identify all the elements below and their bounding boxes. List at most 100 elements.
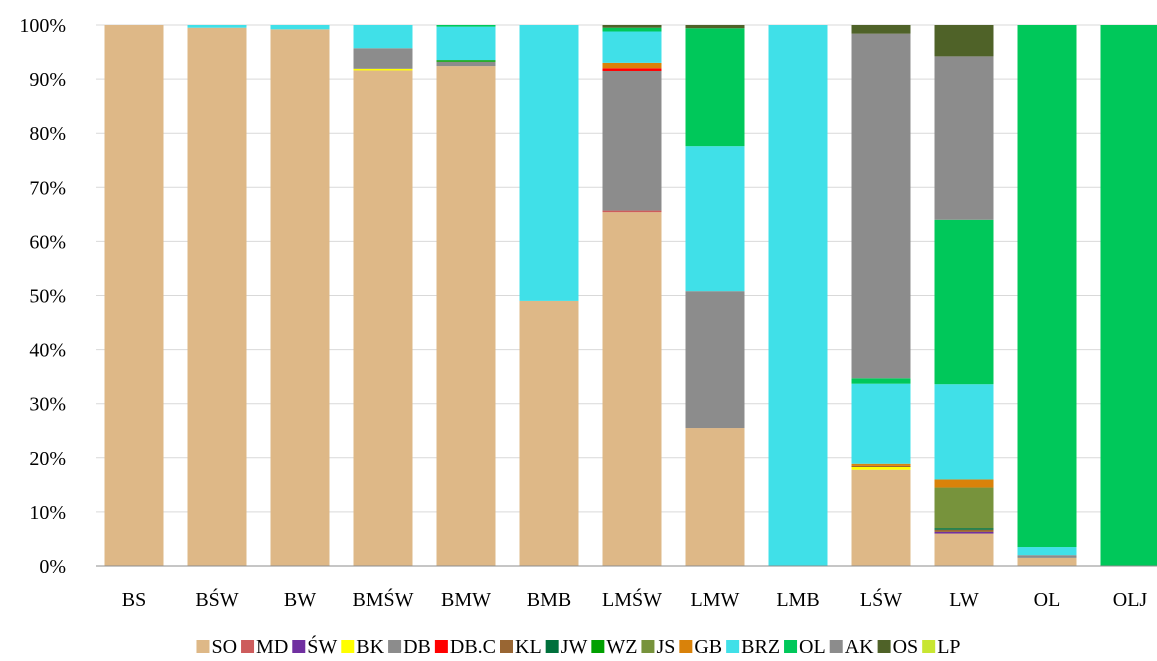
bar-segment bbox=[436, 61, 496, 67]
legend-swatch bbox=[500, 640, 513, 653]
bar-segment bbox=[851, 465, 911, 467]
legend-label: ŚW bbox=[307, 634, 337, 658]
legend-label: LP bbox=[937, 636, 960, 658]
bar-segment bbox=[934, 219, 994, 385]
bar-segment bbox=[187, 27, 247, 566]
bar-segment bbox=[436, 25, 496, 27]
bar-segment bbox=[436, 66, 496, 566]
legend-swatch bbox=[545, 640, 559, 653]
legend-item: WZ bbox=[591, 636, 637, 658]
x-tick-label: BMB bbox=[527, 589, 571, 611]
bar-segment bbox=[353, 25, 413, 49]
bar-segment bbox=[851, 383, 911, 464]
legend-label: DB bbox=[403, 636, 431, 658]
legend-item: OL bbox=[784, 636, 826, 658]
bar-segment bbox=[851, 469, 911, 566]
legend-item: AK bbox=[829, 636, 874, 658]
legend-label: JS bbox=[656, 636, 675, 658]
y-tick-label: 90% bbox=[29, 69, 66, 91]
bar-segment bbox=[851, 466, 911, 470]
y-tick-label: 70% bbox=[29, 177, 66, 199]
bar-segment bbox=[602, 27, 662, 32]
x-tick-label: LMW bbox=[691, 589, 740, 611]
bar-segment bbox=[934, 25, 994, 57]
legend-swatch bbox=[341, 640, 355, 653]
legend-item: GB bbox=[679, 636, 722, 658]
x-tick-label: BMŚW bbox=[352, 587, 413, 611]
bar-segment bbox=[1100, 25, 1157, 566]
bar-segment bbox=[851, 33, 911, 379]
x-axis-ticks: BS BŚW BW BMŚW BMW BMB LMŚW LMW LMB LŚW LW OL OLJ bbox=[122, 587, 1148, 611]
bar-segment bbox=[602, 31, 662, 63]
x-tick-label: LMB bbox=[776, 589, 819, 611]
bar-segment bbox=[685, 428, 745, 566]
bar-segment bbox=[519, 25, 579, 301]
x-tick-label: OL bbox=[1034, 589, 1061, 611]
bar-segment bbox=[602, 62, 662, 69]
legend-swatch bbox=[388, 640, 402, 653]
bar-segment bbox=[602, 25, 662, 28]
legend-item: BRZ bbox=[726, 636, 780, 658]
legend-label: BK bbox=[356, 636, 384, 658]
bar-segment bbox=[1017, 555, 1077, 558]
x-tick-label: BS bbox=[122, 589, 146, 611]
x-tick-label: LMŚW bbox=[602, 587, 662, 611]
bar-segment bbox=[934, 528, 994, 530]
legend-swatch bbox=[292, 640, 306, 653]
bar-segment bbox=[1017, 25, 1077, 548]
bar-segment bbox=[934, 56, 994, 220]
bar-segment bbox=[851, 378, 911, 384]
legend-item: LP bbox=[922, 636, 961, 658]
legend-item: JW bbox=[545, 636, 588, 658]
bar-segment bbox=[602, 70, 662, 211]
bar-segment bbox=[934, 533, 994, 566]
bar-segment bbox=[353, 48, 413, 69]
bar-segment bbox=[934, 531, 994, 534]
bar-segment bbox=[934, 529, 994, 532]
bar-segment bbox=[187, 25, 247, 28]
y-tick-label: 10% bbox=[29, 502, 66, 524]
legend-item: JS bbox=[641, 636, 675, 658]
bar-segment bbox=[934, 479, 994, 488]
legend-label: OL bbox=[799, 636, 826, 658]
y-tick-label: 0% bbox=[39, 556, 66, 578]
legend-swatch bbox=[922, 640, 936, 653]
legend-swatch bbox=[877, 640, 891, 653]
legend-label: BRZ bbox=[741, 636, 780, 658]
bar-segment bbox=[685, 25, 745, 29]
bar-segment bbox=[270, 25, 330, 30]
bar-segment bbox=[104, 25, 164, 566]
legend-swatch bbox=[241, 640, 255, 653]
bar-segment bbox=[934, 487, 994, 529]
legend-label: JW bbox=[561, 636, 588, 658]
bar-segment bbox=[768, 25, 828, 566]
bar-segment bbox=[270, 29, 330, 566]
legend-swatch bbox=[829, 640, 843, 653]
legend-swatch bbox=[434, 640, 448, 653]
bar-segment bbox=[353, 70, 413, 566]
x-tick-label: LW bbox=[949, 589, 979, 611]
legend-label: AK bbox=[845, 636, 874, 658]
legend-swatch bbox=[591, 640, 605, 653]
x-tick-label: OLJ bbox=[1113, 589, 1148, 611]
y-tick-label: 60% bbox=[29, 231, 66, 253]
y-tick-label: 80% bbox=[29, 123, 66, 145]
bar-segment bbox=[851, 463, 911, 466]
y-axis-ticks: 0% 10% 20% 30% 40% 50% 60% 70% 80% 90% 100% bbox=[19, 15, 66, 578]
legend-label: GB bbox=[694, 636, 722, 658]
bar-segment bbox=[602, 212, 662, 566]
legend-label: WZ bbox=[606, 636, 637, 658]
bar-segment bbox=[353, 68, 413, 71]
legend-item: KL bbox=[500, 636, 542, 658]
bar-segment bbox=[602, 210, 662, 213]
legend-label: MD bbox=[256, 636, 288, 658]
x-tick-label: BMW bbox=[441, 589, 491, 611]
legend: SO MD ŚW BK DB DB.C KL JW WZ JS GB BRZ OL AK OS LP bbox=[196, 634, 961, 658]
legend-label: OS bbox=[893, 636, 919, 658]
bar-segment bbox=[1017, 547, 1077, 556]
x-tick-label: BW bbox=[284, 589, 316, 611]
x-tick-label: BŚW bbox=[195, 587, 238, 611]
bar-segment bbox=[519, 300, 579, 566]
legend-label: DB.C bbox=[450, 636, 496, 658]
legend-item: SO bbox=[196, 636, 237, 658]
